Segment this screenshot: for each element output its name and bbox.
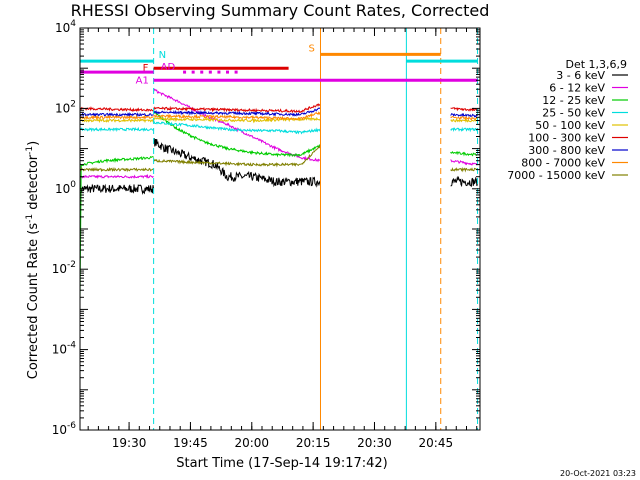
series-7000-15000-kev [79, 145, 478, 173]
x-tick-label: 19:45 [173, 436, 208, 450]
series-line [450, 106, 478, 112]
series-25-50-kev [79, 120, 478, 135]
series-line [450, 166, 478, 173]
series-line [450, 175, 478, 188]
legend-label: 100 - 300 keV [528, 132, 605, 145]
x-tick-label: 19:30 [112, 436, 147, 450]
flag-dot [191, 70, 195, 74]
legend-label: 3 - 6 keV [556, 69, 605, 82]
series-line [79, 106, 154, 113]
legend-label: 7000 - 15000 keV [507, 169, 605, 182]
flag-bar-a1: A1 [136, 75, 478, 86]
flag-dot [217, 70, 221, 74]
flag-label: AD [161, 62, 176, 73]
svg-text:Corrected Count Rate (s-1 dete: Corrected Count Rate (s-1 detector-1) [25, 141, 41, 379]
flag-bar-n: N [80, 50, 478, 63]
y-axis-label-main: Corrected Count Rate (s [26, 223, 41, 380]
y-axis-label-tail: detector [26, 154, 41, 214]
series-800-7000-kev [79, 111, 478, 121]
flag-bar-s: S [308, 43, 441, 56]
flag-label: S [308, 43, 314, 54]
y-tick-label: 10-4 [52, 341, 77, 357]
series-line [153, 111, 321, 121]
x-axis-label: Start Time (17-Sep-14 19:17:42) [176, 456, 387, 471]
series-line [153, 103, 321, 114]
series-line [450, 126, 478, 133]
y-axis-label-end: ) [26, 141, 41, 146]
y-tick-label: 10-6 [52, 421, 77, 437]
chart-title: RHESSI Observing Summary Count Rates, Co… [71, 1, 490, 20]
series-line [79, 114, 154, 121]
series-line [153, 111, 321, 158]
x-tick-label: 20:45 [419, 436, 454, 450]
y-tick-label: 100 [55, 180, 76, 196]
series-300-800-kev [79, 107, 478, 118]
legend-label: 12 - 25 keV [542, 94, 605, 107]
flag-dot [234, 70, 238, 74]
footer-date: 20-Oct-2021 03:23 [560, 469, 636, 478]
series-line [450, 115, 478, 121]
y-tick-label: 10-2 [52, 260, 76, 276]
x-tick-label: 20:00 [234, 436, 269, 450]
legend-label: 25 - 50 keV [542, 107, 605, 120]
legend-label: 300 - 800 keV [528, 144, 605, 157]
series-line [79, 111, 154, 118]
series-line [153, 120, 321, 135]
series-line [79, 166, 154, 173]
flag-bar-ad: AD [80, 62, 176, 74]
series-line [153, 145, 321, 168]
series-line [450, 118, 478, 123]
flag-dot [208, 70, 212, 74]
series-line [79, 117, 155, 124]
flag-label: A1 [136, 75, 149, 86]
series-line [79, 173, 154, 179]
series-line [79, 183, 155, 195]
series-line [450, 112, 478, 118]
flag-dot [200, 70, 204, 74]
series-line [153, 107, 321, 117]
flag-dot [226, 70, 230, 74]
y-tick-label: 104 [55, 19, 76, 35]
flag-label: N [159, 50, 166, 61]
series-12-25-kev [79, 111, 478, 302]
series-line [450, 150, 478, 157]
legend-label: 6 - 12 keV [549, 82, 605, 95]
series-line [153, 116, 321, 124]
y-tick-label: 102 [55, 99, 76, 115]
y-axis-label-sup-2: -1 [25, 146, 35, 155]
flag-bar-f: F [143, 63, 289, 74]
y-axis-label: Corrected Count Rate (s-1 detector-1) [25, 141, 41, 379]
series-line [79, 126, 154, 133]
flag-label: F [143, 63, 149, 74]
legend-label: 50 - 100 keV [535, 119, 605, 132]
y-axis-label-sup: -1 [25, 214, 35, 223]
series-3-6-kev [79, 137, 478, 195]
plot-area: N S F AD A1 104 102 100 10-2 10-4 10-6 19:30 19:45 20… [52, 19, 481, 450]
series-50-100-kev [79, 116, 478, 124]
x-tick-label: 20:30 [357, 436, 392, 450]
series-line [450, 159, 478, 166]
legend-label: 800 - 7000 keV [521, 157, 605, 170]
legend-title: Det 1,3,6,9 [565, 58, 627, 71]
series-line [153, 137, 321, 188]
flag-dot [183, 70, 187, 74]
series-100-300-kev [79, 103, 478, 114]
x-tick-label: 20:15 [296, 436, 331, 450]
series-line [79, 155, 154, 302]
